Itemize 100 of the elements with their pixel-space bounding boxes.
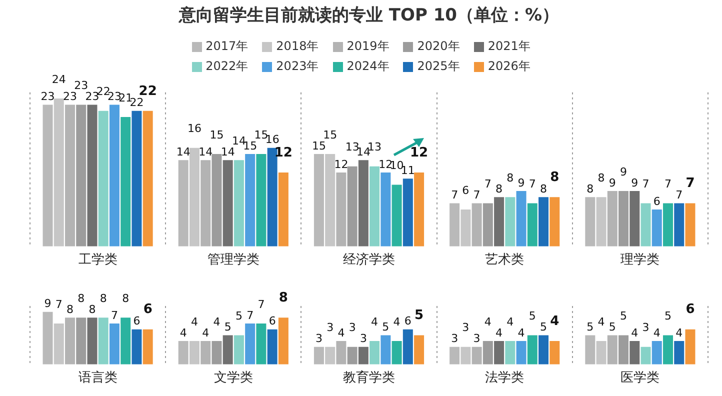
bar	[256, 324, 266, 364]
data-label: 3	[348, 321, 356, 334]
bar	[516, 341, 526, 364]
data-label: 7	[451, 188, 458, 202]
data-label: 22	[130, 96, 144, 110]
data-label: 4	[393, 315, 400, 328]
bar	[630, 190, 640, 246]
bar	[212, 154, 222, 246]
bar	[142, 329, 153, 364]
data-label: 4	[550, 314, 560, 329]
legend-label: 2025年	[417, 58, 460, 75]
bar	[674, 341, 684, 364]
bar	[234, 335, 244, 364]
data-label: 8	[100, 292, 107, 306]
bar	[380, 335, 391, 364]
legend-label: 2018年	[276, 38, 319, 55]
data-label: 23	[40, 90, 55, 104]
bar	[596, 341, 606, 364]
bar	[267, 329, 278, 364]
bar	[212, 341, 222, 364]
data-label: 5	[620, 310, 628, 323]
data-label: 5	[664, 310, 672, 323]
bar	[65, 104, 76, 246]
bar	[245, 154, 256, 246]
data-label: 16	[187, 122, 202, 136]
bar	[109, 104, 120, 246]
legend-label: 2020年	[417, 38, 460, 55]
data-label: 4	[496, 326, 503, 340]
bar	[685, 203, 696, 246]
x-tick-label: 语言类	[78, 370, 118, 386]
data-label: 8	[278, 290, 288, 306]
data-label: 23	[74, 79, 88, 92]
bar	[516, 190, 526, 246]
data-label: 23	[85, 90, 100, 104]
data-label: 7	[473, 188, 480, 202]
data-label: 6	[143, 302, 152, 318]
data-label: 8	[78, 292, 85, 306]
bar	[325, 154, 336, 246]
x-tick-label: 工学类	[78, 252, 118, 268]
data-label: 5	[414, 308, 424, 324]
bar	[550, 341, 560, 364]
data-label: 15	[254, 128, 268, 142]
x-tick-label: 文学类	[214, 370, 253, 386]
data-label: 3	[462, 321, 470, 334]
bar	[87, 104, 98, 246]
data-label: 5	[382, 320, 390, 334]
data-label: 9	[608, 176, 616, 190]
data-label: 6	[268, 314, 276, 328]
x-tick-label: 管理学类	[207, 252, 260, 268]
bar	[336, 341, 346, 364]
bar	[538, 335, 549, 364]
bar	[482, 341, 493, 364]
data-label: 8	[586, 182, 594, 196]
bar	[402, 178, 413, 246]
bar	[527, 203, 538, 246]
data-label: 5	[540, 320, 548, 334]
bar	[585, 335, 596, 364]
data-label: 8	[540, 182, 548, 196]
bar	[358, 160, 368, 246]
legend-label: 2019年	[346, 38, 390, 55]
data-label: 8	[598, 171, 605, 184]
bar	[472, 203, 482, 246]
data-label: 4	[180, 326, 187, 340]
bar	[132, 110, 142, 246]
bar	[402, 329, 413, 364]
bar	[98, 318, 108, 364]
x-tick-label: 艺术类	[485, 252, 524, 268]
data-label: 7	[686, 176, 695, 192]
chart-title: 意向留学生目前就读的专业 TOP 10（单位：%）	[178, 6, 560, 26]
data-label: 7	[246, 308, 254, 322]
data-label: 14	[176, 146, 190, 159]
bar	[585, 197, 596, 246]
data-label: 7	[110, 308, 118, 322]
bar	[65, 318, 76, 364]
data-label: 7	[642, 178, 650, 191]
data-label: 7	[528, 178, 536, 191]
data-label: 5	[586, 320, 594, 334]
bar	[505, 341, 516, 364]
bar	[42, 104, 53, 246]
bar	[370, 341, 380, 364]
data-label: 7	[664, 178, 672, 191]
bar	[630, 341, 640, 364]
bar	[652, 209, 662, 246]
data-label: 4	[506, 315, 514, 328]
data-label: 4	[213, 315, 220, 328]
bar	[662, 203, 673, 246]
data-label: 22	[138, 84, 157, 99]
bar	[674, 203, 684, 246]
data-label: 4	[598, 315, 605, 328]
x-tick-label: 法学类	[485, 370, 524, 386]
bar	[76, 104, 86, 246]
data-label: 9	[44, 297, 52, 310]
bar	[607, 335, 618, 364]
data-label: 4	[631, 326, 638, 340]
data-label: 8	[506, 171, 514, 184]
bar	[652, 341, 662, 364]
bar	[472, 346, 482, 364]
data-label: 4	[371, 315, 378, 328]
bar	[120, 318, 131, 364]
bar	[482, 203, 493, 246]
